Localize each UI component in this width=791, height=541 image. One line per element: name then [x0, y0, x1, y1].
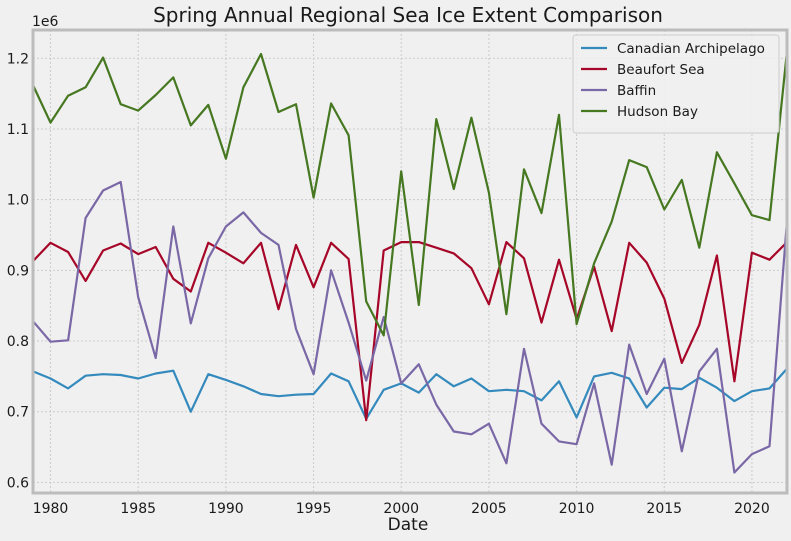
y-tick-label: 1.2 [7, 51, 29, 67]
chart-title: Spring Annual Regional Sea Ice Extent Co… [153, 3, 663, 27]
y-axis: 0.6 0.7 0.8 0.9 1.0 1.1 1.2 [7, 51, 29, 491]
legend-label: Baffin [617, 83, 656, 99]
legend-label: Beaufort Sea [617, 62, 705, 78]
y-tick-label: 0.9 [7, 263, 29, 279]
x-tick-label: 1980 [33, 501, 69, 517]
x-tick-label: 1985 [120, 501, 156, 517]
x-tick-label: 2005 [471, 501, 507, 517]
series-line-0 [32, 367, 788, 420]
x-axis: 1980 1985 1990 1995 2000 2005 2010 2015 2020 [33, 501, 770, 517]
x-tick-label: 1990 [208, 501, 244, 517]
legend: Canadian Archipelago Beaufort Sea Baffin Hu… [572, 34, 780, 134]
x-axis-label: Date [388, 515, 429, 535]
x-tick-label: 2020 [734, 501, 770, 517]
y-offset-label: 1e6 [32, 14, 59, 30]
legend-box [572, 34, 780, 134]
x-tick-label: 1995 [296, 501, 332, 517]
series-lines [32, 51, 789, 474]
y-tick-label: 0.8 [7, 334, 29, 350]
y-tick-label: 1.1 [7, 122, 29, 138]
y-tick-label: 1.0 [7, 193, 29, 209]
plot-border [31, 28, 789, 495]
legend-label: Hudson Bay [617, 104, 698, 120]
y-tick-label: 0.6 [7, 475, 29, 491]
series-line-3 [32, 51, 789, 337]
x-tick-label: 2010 [559, 501, 595, 517]
y-tick-label: 0.7 [7, 405, 29, 421]
legend-label: Canadian Archipelago [617, 41, 765, 57]
x-tick-label: 2015 [646, 501, 682, 517]
x-tick-label: 2000 [383, 501, 419, 517]
series-line-2 [32, 180, 789, 474]
